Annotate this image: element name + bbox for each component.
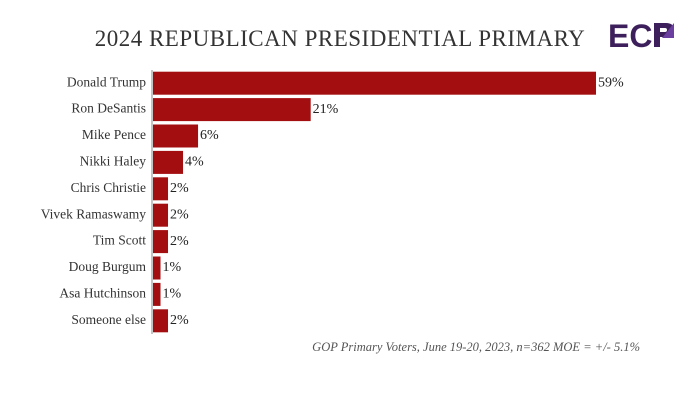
category-label: Tim Scott [93,233,146,248]
category-label: Asa Hutchinson [59,285,146,300]
value-label: 1% [163,287,182,302]
value-label: 6% [200,128,219,143]
category-label: Chris Christie [71,180,146,195]
value-label: 4% [185,155,204,170]
bar [153,177,169,201]
value-label: 2% [170,181,189,196]
category-label: Someone else [71,312,146,327]
bar [153,230,169,254]
bar [153,282,161,306]
bar [153,256,161,280]
value-label: 2% [170,234,189,249]
bar [153,71,596,95]
category-label: Donald Trump [67,74,146,89]
category-label: Mike Pence [82,127,146,142]
bar [153,98,311,122]
value-label: 2% [170,207,189,222]
bar [153,150,184,174]
value-label: 2% [170,313,189,328]
category-label: Doug Burgum [69,259,147,274]
svg-text:EC: EC [608,18,652,52]
value-label: 21% [313,102,339,117]
bar [153,124,199,148]
ecp-logo: EC [608,18,674,52]
value-label: 59% [598,75,624,90]
source-note: GOP Primary Voters, June 19-20, 2023, n=… [312,340,640,354]
value-label: 1% [163,260,182,275]
bar [153,309,169,333]
category-label: Nikki Haley [80,153,147,168]
category-label: Ron DeSantis [71,101,146,116]
bar [153,203,169,227]
chart-title: 2024 REPUBLICAN PRESIDENTIAL PRIMARY [94,26,586,51]
category-label: Vivek Ramaswamy [41,206,147,221]
